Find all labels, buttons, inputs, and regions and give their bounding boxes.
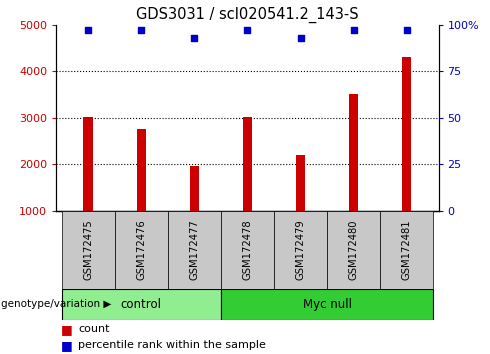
Text: genotype/variation ▶: genotype/variation ▶ [1, 299, 111, 309]
Text: GSM172481: GSM172481 [402, 219, 412, 280]
Bar [190, 166, 199, 211]
Bar [137, 129, 146, 211]
Bar [115, 211, 168, 289]
Text: GSM172478: GSM172478 [243, 219, 252, 280]
Point [191, 35, 198, 41]
Point [244, 28, 251, 33]
Bar [243, 117, 252, 211]
Title: GDS3031 / scl020541.2_143-S: GDS3031 / scl020541.2_143-S [136, 7, 359, 23]
Bar [221, 211, 274, 289]
Bar [349, 95, 358, 211]
Text: ■: ■ [61, 323, 73, 336]
Text: Myc null: Myc null [303, 298, 352, 311]
Bar [296, 155, 305, 211]
Text: GSM172476: GSM172476 [136, 219, 147, 280]
Text: GSM172479: GSM172479 [295, 219, 306, 280]
Text: GSM172475: GSM172475 [83, 219, 93, 280]
Text: GSM172477: GSM172477 [189, 219, 199, 280]
Text: control: control [121, 298, 162, 311]
Point [403, 28, 411, 33]
Bar [402, 57, 412, 211]
Bar [62, 289, 221, 320]
Text: GSM172480: GSM172480 [348, 219, 359, 280]
Text: count: count [78, 324, 110, 334]
Text: ■: ■ [61, 339, 73, 352]
Bar [83, 117, 93, 211]
Point [350, 28, 358, 33]
Point [296, 35, 304, 41]
Point [137, 28, 145, 33]
Bar [221, 289, 433, 320]
Bar [274, 211, 327, 289]
Bar [327, 211, 380, 289]
Point [84, 28, 92, 33]
Text: percentile rank within the sample: percentile rank within the sample [78, 340, 266, 350]
Bar [380, 211, 433, 289]
Bar [168, 211, 221, 289]
Bar [62, 211, 115, 289]
